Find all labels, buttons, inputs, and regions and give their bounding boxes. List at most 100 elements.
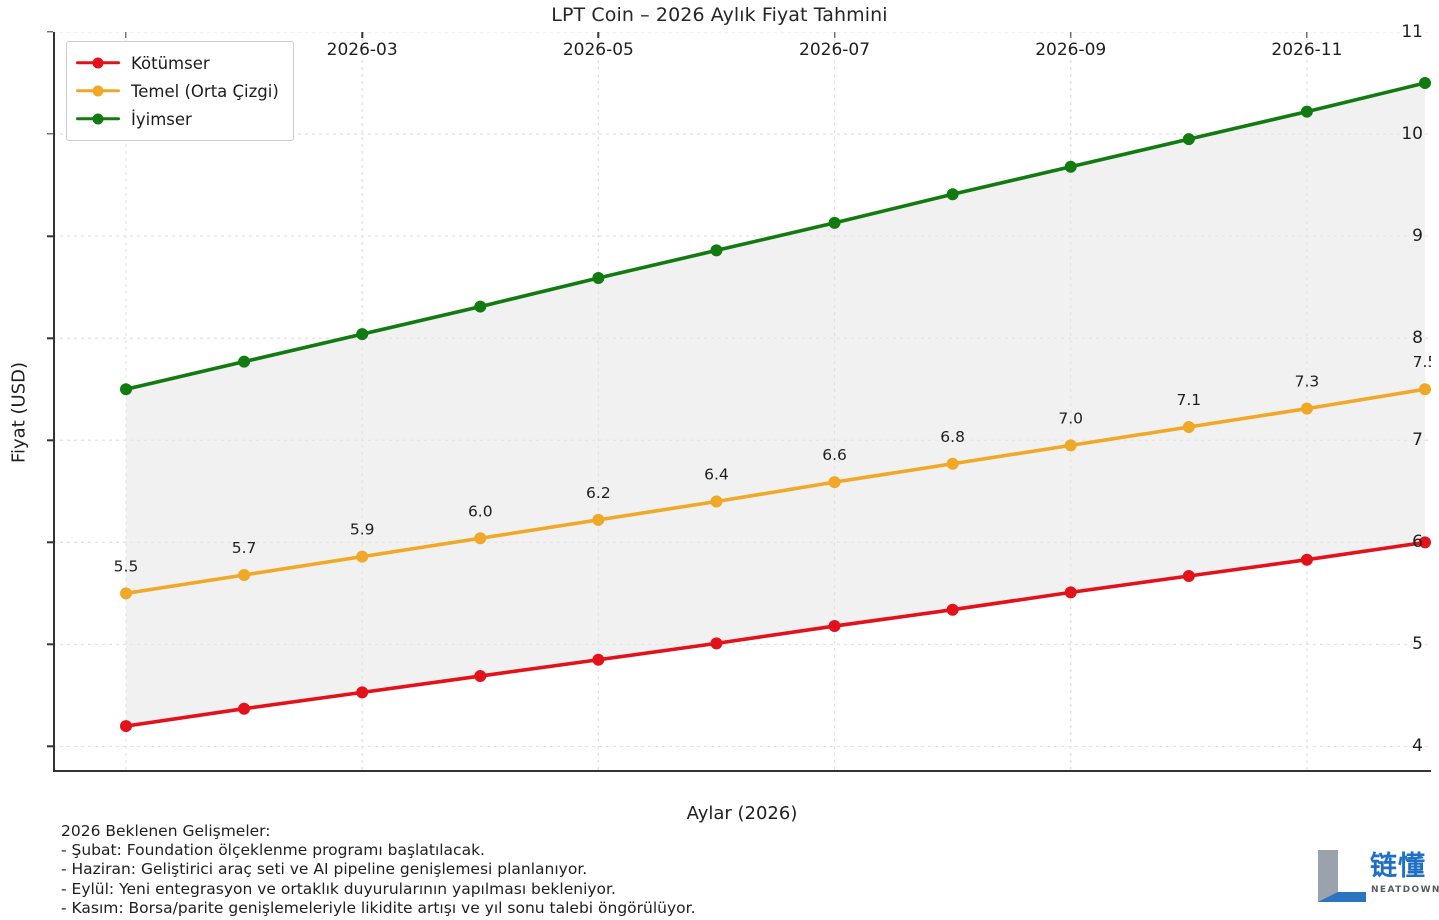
data-point-label: 5.9 [350,521,375,539]
series-3 [120,77,1431,396]
series-line [124,540,1427,728]
footer-line: - Haziran: Geliştirici araç seti ve AI p… [61,860,588,879]
data-point-label: 6.8 [940,428,965,446]
x-tick-label: 2026-11 [1271,40,1343,60]
data-point-label: 5.5 [114,557,139,575]
y-tick-mark [47,235,53,237]
data-point [120,383,132,396]
chart-legend: Kötümser Temel (Orta Çizgi) İyimser [66,41,294,141]
plot-canvas: 5.5 5.7 5.9 6.0 6.2 6.4 6.6 6.8 7.0 7.1 7.3 7.5 [53,32,1431,772]
data-point [592,653,605,666]
y-tick-label: 5 [1412,634,1423,655]
data-point [474,670,487,683]
y-tick-mark [47,337,53,339]
legend-item-label: İyimser [131,109,192,129]
data-point-label: 7.5 [1413,353,1431,371]
y-tick-mark [47,439,53,441]
data-point [828,620,841,633]
y-tick-label: 10 [1401,124,1423,145]
data-point-label: 7.1 [1176,391,1201,409]
data-point [1300,105,1313,118]
data-point [592,271,605,284]
data-point [238,569,251,582]
y-tick-label: 9 [1412,226,1423,247]
data-point [120,587,132,600]
series-line [124,81,1427,392]
series-2: 5.5 5.7 5.9 6.0 6.2 6.4 6.6 6.8 7.0 7.1 7.3 7.5 [114,353,1431,600]
data-point [356,550,369,563]
footer-line: - Eylül: Yeni entegrasyon ve ortaklık du… [61,879,616,898]
y-tick-mark [47,745,53,748]
y-tick-mark [47,133,53,135]
y-tick-label: 6 [1412,532,1423,553]
data-point [592,513,605,526]
data-point [1064,160,1077,173]
x-tick-mark [833,32,836,38]
y-tick-mark [47,31,53,33]
data-point-label: 6.2 [586,484,611,502]
data-point [1300,402,1313,415]
legend-item-2[interactable]: Temel (Orta Çizgi) [76,77,279,105]
data-point [1300,553,1313,566]
x-tick-mark [597,32,600,38]
y-tick-label: 8 [1412,328,1423,349]
x-axis-title: Aylar (2026) [686,803,798,824]
legend-item-3[interactable]: İyimser [76,105,279,133]
data-point [946,188,959,201]
chart-title: LPT Coin – 2026 Aylık Fiyat Tahmini [551,4,888,26]
legend-swatch-icon [76,84,120,98]
data-point [710,244,723,257]
legend-item-1[interactable]: Kötümser [76,49,279,77]
x-tick-mark [1070,32,1072,38]
y-axis-title: Fiyat (USD) [8,362,30,464]
y-tick-label: 4 [1412,736,1423,757]
footer-line: - Şubat: Foundation ölçeklenme programı … [61,841,485,860]
footer-notes: 2026 Beklenen Gelişmeler: - Şubat: Founda… [61,822,696,918]
x-tick-mark [125,32,127,38]
x-tick-label: 2026-03 [326,40,398,60]
data-point [710,495,723,508]
data-point [946,603,959,616]
data-point [946,457,959,470]
data-point [356,686,369,699]
series-1 [120,536,1431,733]
plot-area: 5.5 5.7 5.9 6.0 6.2 6.4 6.6 6.8 7.0 7.1 7.3 7.5 4 5 6… [47,22,1431,772]
y-tick-mark [47,643,53,646]
x-tick-mark [361,32,363,38]
forecast-band [126,83,1425,727]
watermark-domain: NEATDOWN.COM [1371,885,1439,895]
data-point [828,216,841,229]
grid-lines-overlay [53,32,1431,772]
series-line [124,387,1427,596]
data-point-label: 7.0 [1058,409,1083,427]
data-point [1419,77,1431,90]
data-point [356,328,369,341]
y-tick-label: 11 [1401,22,1423,42]
data-point [1064,586,1077,599]
data-point [120,720,132,733]
y-tick-mark [47,541,53,544]
data-point [1182,570,1195,583]
footer-heading: 2026 Beklenen Gelişmeler: [61,822,271,840]
data-point [474,532,487,545]
data-point [238,355,251,368]
legend-item-label: Kötümser [131,53,210,73]
data-point [1182,133,1195,146]
data-point-label: 5.7 [232,539,257,557]
x-tick-label: 2026-07 [799,40,871,60]
x-tick-label: 2026-09 [1035,40,1107,60]
x-axis-spine [53,770,1431,772]
data-point [1064,439,1077,452]
data-point [828,476,841,489]
data-point-label: 7.3 [1295,373,1320,391]
data-point [1419,536,1431,549]
footer-line: - Kasım: Borsa/parite genişlemeleriyle l… [61,898,696,917]
neatdown-l-mark-icon [1318,850,1366,902]
data-point [710,637,723,650]
watermark-logo: 链懂 NEATDOWN.COM [1314,846,1439,908]
data-point-label: 6.4 [704,466,729,484]
y-axis-spine [53,32,55,772]
x-tick-label: 2026-05 [562,40,634,60]
legend-swatch-icon [76,56,120,70]
